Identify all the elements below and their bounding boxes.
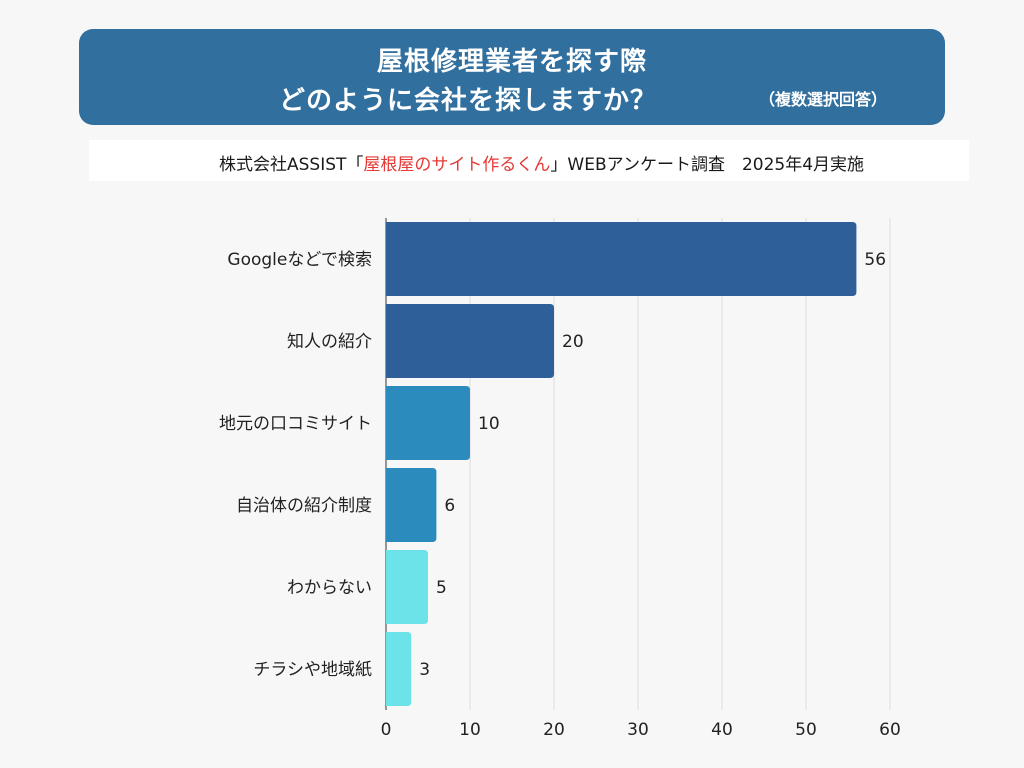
value-label: 5	[436, 578, 447, 598]
x-tick-label: 50	[795, 720, 817, 740]
title-banner: 屋根修理業者を探す際 どのように会社を探しますか？ （複数選択回答）	[79, 29, 945, 125]
value-label: 3	[419, 660, 430, 680]
bar	[386, 304, 554, 378]
multiple-answer-note: （複数選択回答）	[759, 90, 888, 109]
bar	[386, 468, 437, 542]
value-label: 10	[478, 414, 500, 434]
chart-title-line1: 屋根修理業者を探す際	[376, 47, 647, 77]
category-label: チラシや地域紙	[253, 660, 372, 680]
x-tick-label: 0	[381, 720, 392, 740]
x-tick-label: 30	[627, 720, 649, 740]
source-suffix: 」WEBアンケート調査 2025年4月実施	[550, 155, 865, 175]
source-box: 株式会社ASSIST「屋根屋のサイト作るくん」WEBアンケート調査 2025年4…	[89, 140, 969, 181]
x-tick-label: 10	[459, 720, 481, 740]
x-tick-label: 40	[711, 720, 733, 740]
chart-title-line2: どのように会社を探しますか？	[279, 86, 658, 116]
category-label: 知人の紹介	[287, 332, 372, 352]
bar	[386, 222, 857, 296]
category-label: 地元の口コミサイト	[219, 414, 372, 434]
value-label: 56	[864, 250, 886, 270]
source-line: 株式会社ASSIST「屋根屋のサイト作るくん」WEBアンケート調査 2025年4…	[219, 150, 969, 175]
bar	[386, 550, 428, 624]
value-label: 6	[444, 496, 455, 516]
x-tick-label: 60	[879, 720, 901, 740]
source-prefix: 株式会社ASSIST「	[219, 155, 364, 175]
category-label: Googleなどで検索	[227, 250, 372, 270]
bar	[386, 386, 470, 460]
x-tick-label: 20	[543, 720, 565, 740]
bar	[386, 632, 412, 706]
category-label: 自治体の紹介制度	[236, 496, 372, 516]
category-label: わからない	[287, 578, 372, 598]
value-label: 20	[562, 332, 584, 352]
source-service-name: 屋根屋のサイト作るくん	[363, 155, 551, 175]
